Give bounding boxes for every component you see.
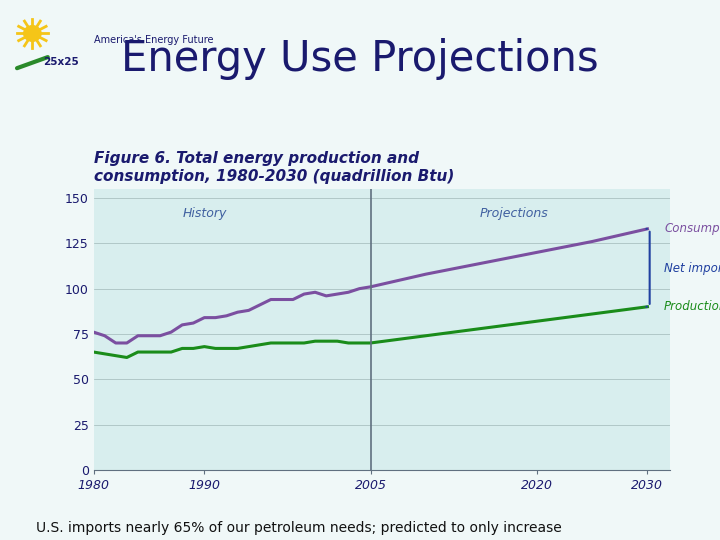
Text: Net imports: Net imports xyxy=(664,262,720,275)
FancyArrowPatch shape xyxy=(17,57,48,68)
Text: Energy Use Projections: Energy Use Projections xyxy=(121,38,599,80)
Text: U.S. imports nearly 65% of our petroleum needs; predicted to only increase: U.S. imports nearly 65% of our petroleum… xyxy=(36,521,562,535)
Text: 25x25: 25x25 xyxy=(43,57,79,67)
Text: Projections: Projections xyxy=(480,207,549,220)
Text: Production: Production xyxy=(664,300,720,313)
Text: Consumption: Consumption xyxy=(664,222,720,235)
Text: America's Energy Future: America's Energy Future xyxy=(94,35,213,45)
Text: Figure 6. Total energy production and
consumption, 1980-2030 (quadrillion Btu): Figure 6. Total energy production and co… xyxy=(94,151,454,184)
Circle shape xyxy=(24,26,41,41)
Text: History: History xyxy=(182,207,227,220)
